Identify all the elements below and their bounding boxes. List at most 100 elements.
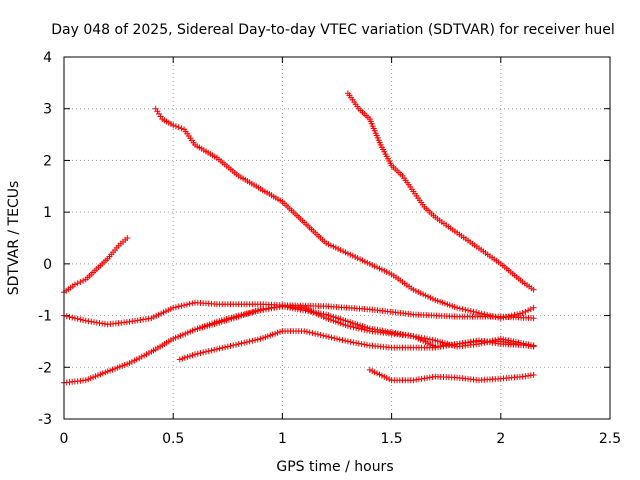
data-marker bbox=[506, 313, 512, 320]
series-track-4 bbox=[152, 105, 537, 322]
data-marker bbox=[197, 350, 204, 357]
data-marker bbox=[219, 344, 226, 351]
data-marker bbox=[355, 325, 362, 332]
data-marker bbox=[484, 311, 491, 318]
x-tick-label: 1 bbox=[278, 431, 287, 447]
x-tick-label: 1.5 bbox=[380, 431, 402, 447]
series-track-1 bbox=[61, 235, 131, 296]
data-marker bbox=[172, 123, 179, 130]
data-marker bbox=[243, 310, 250, 317]
data-marker bbox=[467, 308, 474, 314]
data-point bbox=[530, 304, 537, 311]
data-marker bbox=[181, 354, 188, 361]
data-point bbox=[497, 315, 504, 322]
data-marker bbox=[328, 334, 335, 341]
data-marker bbox=[211, 346, 218, 353]
data-marker bbox=[470, 308, 477, 315]
data-marker bbox=[336, 336, 343, 343]
data-series bbox=[61, 90, 537, 386]
data-marker bbox=[339, 337, 346, 344]
grid-lines bbox=[64, 57, 610, 419]
data-marker bbox=[233, 341, 239, 348]
data-marker bbox=[254, 336, 261, 343]
data-marker bbox=[309, 330, 316, 336]
data-marker bbox=[484, 339, 491, 346]
series-track-6 bbox=[192, 303, 537, 350]
data-marker bbox=[347, 338, 354, 345]
data-marker bbox=[312, 330, 319, 337]
data-point bbox=[192, 351, 198, 358]
data-marker bbox=[238, 311, 245, 318]
data-marker bbox=[325, 333, 332, 340]
data-marker bbox=[525, 307, 532, 314]
data-marker bbox=[481, 339, 488, 346]
axis-ticks: 0 0.5 1 1.5 2 2.5 -3 -2 -1 0 1 2 3 4 bbox=[38, 50, 621, 447]
data-marker bbox=[69, 314, 76, 321]
data-point bbox=[323, 333, 330, 340]
data-marker bbox=[216, 345, 223, 352]
data-marker bbox=[230, 342, 237, 349]
data-marker bbox=[358, 326, 365, 333]
data-marker bbox=[175, 124, 182, 131]
data-marker bbox=[500, 314, 507, 321]
y-axis-label: SDTVAR / TECUs bbox=[6, 181, 22, 296]
data-marker bbox=[203, 348, 209, 355]
data-marker bbox=[462, 306, 469, 313]
plot-frame bbox=[63, 56, 611, 420]
data-marker bbox=[189, 300, 196, 307]
y-tick-label: 1 bbox=[43, 205, 52, 221]
data-marker bbox=[364, 327, 370, 334]
data-marker bbox=[183, 301, 190, 308]
data-marker bbox=[80, 277, 87, 284]
y-tick-label: -2 bbox=[38, 360, 52, 376]
data-point bbox=[344, 322, 351, 329]
data-marker bbox=[246, 310, 253, 316]
data-marker bbox=[175, 303, 182, 310]
x-tick-label: 0.5 bbox=[162, 431, 184, 447]
data-marker bbox=[350, 324, 357, 331]
data-marker bbox=[481, 311, 488, 318]
data-marker bbox=[252, 337, 259, 344]
data-marker bbox=[224, 343, 231, 350]
data-marker bbox=[306, 329, 313, 336]
data-marker bbox=[334, 335, 340, 342]
data-point bbox=[530, 286, 537, 293]
data-marker bbox=[347, 323, 354, 330]
data-marker bbox=[74, 315, 81, 322]
data-marker bbox=[186, 300, 193, 307]
data-marker bbox=[522, 308, 529, 315]
data-marker bbox=[194, 350, 201, 357]
data-marker bbox=[249, 337, 256, 344]
x-tick-label: 0 bbox=[60, 431, 69, 447]
data-marker bbox=[486, 312, 493, 319]
data-marker bbox=[71, 315, 78, 322]
data-point bbox=[235, 341, 242, 347]
data-marker bbox=[246, 338, 253, 345]
data-marker bbox=[495, 336, 502, 343]
data-marker bbox=[473, 309, 480, 316]
data-marker bbox=[249, 309, 256, 316]
data-marker bbox=[492, 337, 499, 344]
data-point bbox=[476, 341, 482, 347]
data-marker bbox=[241, 311, 248, 318]
data-marker bbox=[486, 338, 493, 345]
data-marker bbox=[77, 279, 84, 285]
series-track-7 bbox=[344, 90, 537, 293]
y-tick-label: 0 bbox=[43, 257, 52, 273]
data-marker bbox=[205, 348, 212, 355]
data-point bbox=[530, 372, 537, 378]
data-point bbox=[454, 304, 461, 311]
data-marker bbox=[353, 324, 360, 331]
data-marker bbox=[314, 331, 321, 338]
data-marker bbox=[478, 340, 485, 347]
data-marker bbox=[503, 313, 510, 320]
data-marker bbox=[222, 344, 229, 351]
data-marker bbox=[495, 314, 502, 321]
data-point bbox=[124, 235, 131, 241]
data-marker bbox=[364, 342, 370, 348]
data-point bbox=[301, 328, 308, 335]
data-point bbox=[519, 310, 526, 316]
data-marker bbox=[516, 310, 523, 317]
data-marker bbox=[492, 313, 499, 320]
